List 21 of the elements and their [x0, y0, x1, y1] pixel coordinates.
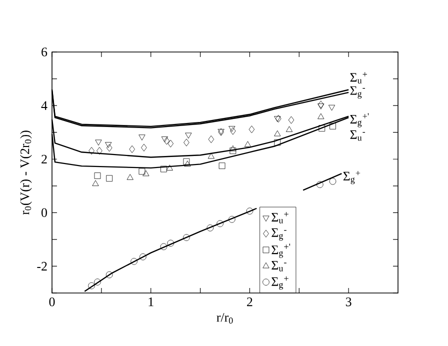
legend-label: Σ$_{g}$-: [272, 228, 286, 241]
legend-label: Σ$_{u}$+: [272, 212, 288, 224]
x-tick-label: 1: [148, 298, 154, 306]
x-tick-label: 3: [346, 298, 352, 306]
x-tick-label: 0: [49, 298, 55, 306]
series-label: Σ$_{g}$+': [350, 113, 369, 128]
legend-label: Σ$_{g}$+: [272, 276, 288, 290]
y-tick-label: 4: [41, 101, 48, 110]
x-axis-title: r/r$_{0}$: [216, 313, 233, 324]
y-axis-title: r$_{0}$(V(r) - V(2r$_{0}$)): [20, 130, 32, 215]
series-label: Σ$_{u}$+: [350, 72, 368, 84]
y-tick-label: 2: [42, 154, 47, 164]
series-label: Σ$_{g}$-: [350, 86, 366, 99]
y-tick-label: 6: [42, 48, 48, 56]
legend-label: Σ$_{g}$+': [272, 244, 290, 258]
legend-label: Σ$_{u}$-: [272, 261, 286, 272]
series-label: Σ$_{u}$-: [350, 130, 366, 141]
series-label: Σ$_{g}$+: [343, 170, 360, 184]
y-tick-label: 0: [42, 208, 47, 218]
y-tick-label: -2: [37, 262, 47, 271]
x-tick-label: 2: [247, 298, 252, 306]
